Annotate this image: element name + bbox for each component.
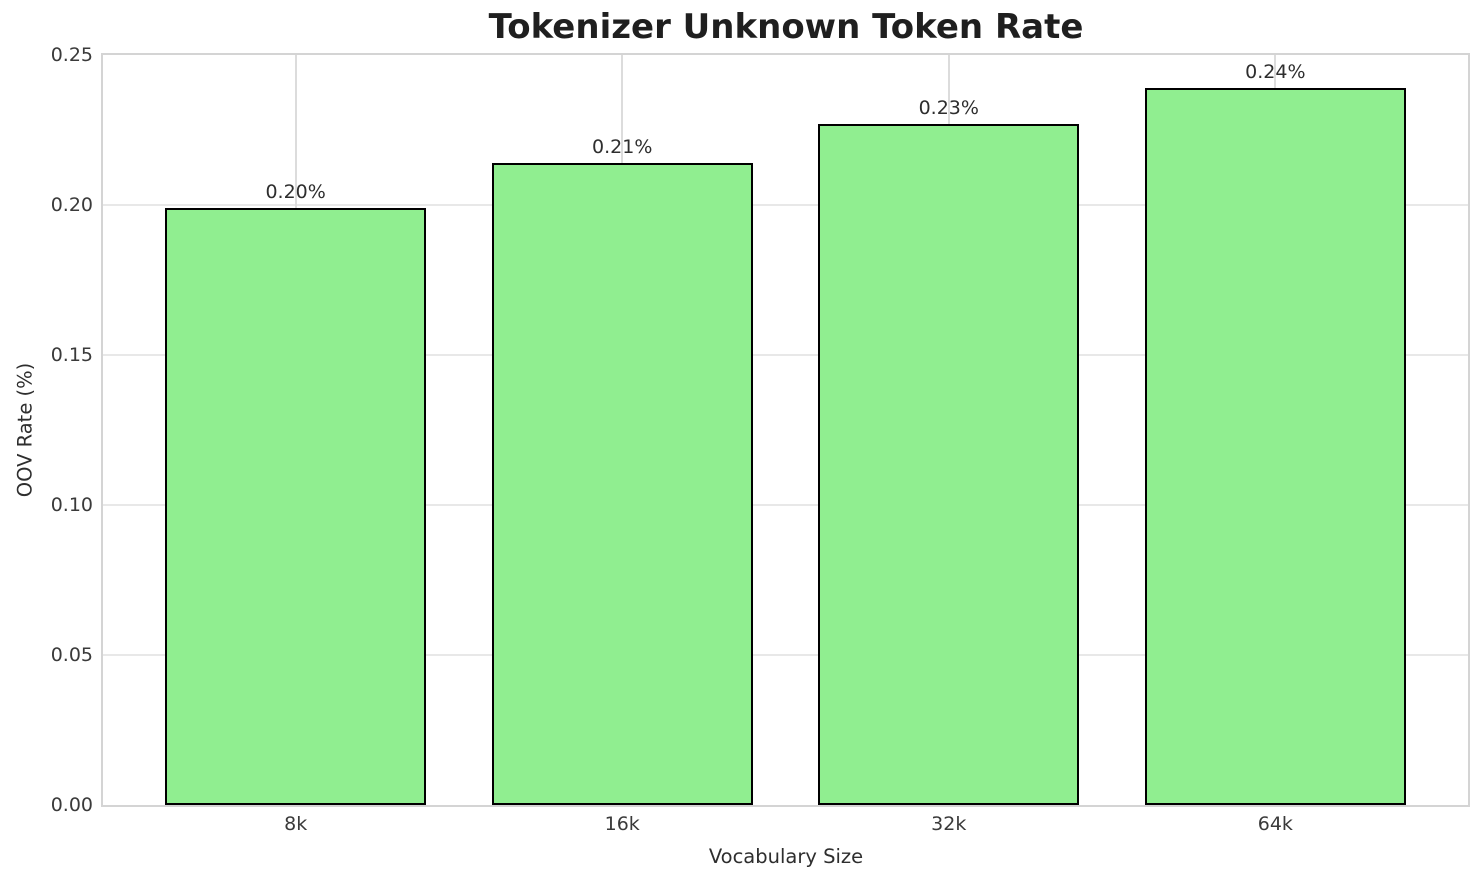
h-gridline <box>103 354 1468 356</box>
x-tick-label: 32k <box>931 813 967 835</box>
h-gridline <box>103 504 1468 506</box>
y-tick-label: 0.15 <box>50 344 93 366</box>
h-gridline <box>103 204 1468 206</box>
x-tick-label: 64k <box>1257 813 1293 835</box>
bar <box>1144 88 1406 805</box>
y-tick-label: 0.25 <box>50 44 93 66</box>
bar <box>818 124 1080 805</box>
x-tick-label: 16k <box>604 813 640 835</box>
bar-value-label: 0.21% <box>592 136 653 158</box>
x-tick-label: 8k <box>284 813 308 835</box>
y-tick-label: 0.10 <box>50 494 93 516</box>
bar-value-label: 0.23% <box>918 97 979 119</box>
y-tick-label: 0.20 <box>50 194 93 216</box>
bar <box>165 208 427 805</box>
y-tick-label: 0.05 <box>50 644 93 666</box>
chart-title: Tokenizer Unknown Token Rate <box>488 7 1084 47</box>
y-axis-label: OOV Rate (%) <box>13 362 37 498</box>
h-gridline <box>103 654 1468 656</box>
bar-value-label: 0.24% <box>1245 61 1306 83</box>
y-tick-label: 0.00 <box>50 794 93 816</box>
bar <box>491 163 753 805</box>
x-axis-label: Vocabulary Size <box>708 845 864 868</box>
plot-area: 0.20% 0.21% 0.23% 0.24% <box>101 53 1470 807</box>
bar-value-label: 0.20% <box>265 181 326 203</box>
